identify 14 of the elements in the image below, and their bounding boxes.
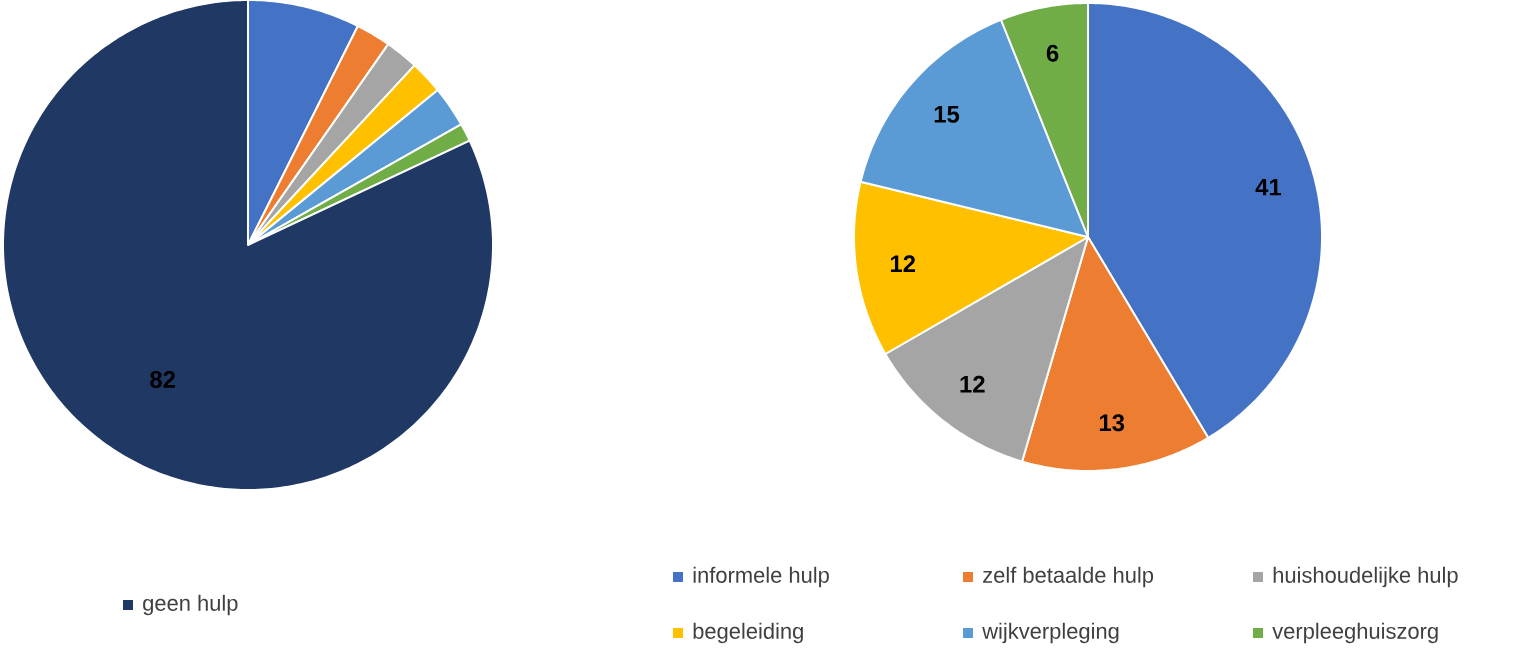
data-label: 15 — [934, 106, 960, 123]
legend-label: verpleeghuiszorg — [1272, 622, 1438, 644]
data-label: 82 — [150, 371, 176, 388]
legend-label: wijkverpleging — [982, 622, 1119, 644]
data-label: 6 — [1046, 44, 1059, 62]
legend-label: huishoudelijke hulp — [1273, 566, 1458, 588]
data-label: 12 — [960, 375, 985, 393]
legend-label: zelf betaalde hulp — [983, 566, 1154, 588]
data-label: 41 — [1255, 178, 1282, 196]
legend-label: informele hulp — [693, 566, 829, 588]
legend-label: geen hulp — [143, 594, 238, 616]
legend-label: begeleiding — [693, 622, 803, 644]
data-label: 13 — [1099, 414, 1125, 432]
data-label: 12 — [890, 255, 916, 272]
